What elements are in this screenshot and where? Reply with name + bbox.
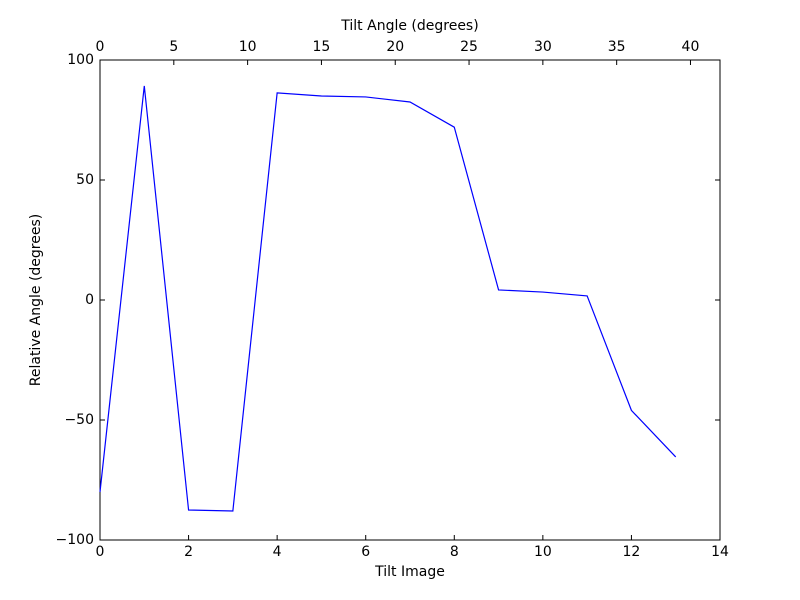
top-tick-label: 5 (169, 39, 178, 55)
y-tick-label: −50 (64, 412, 94, 428)
x-tick-label: 0 (96, 544, 105, 560)
y-tick-label: 0 (85, 292, 94, 308)
y-tick-label: 50 (76, 172, 94, 188)
top-tick-label: 25 (460, 39, 478, 55)
top-tick-label: 0 (96, 39, 105, 55)
top-axis-label: Tilt Angle (degrees) (340, 18, 478, 34)
top-tick-label: 20 (386, 39, 404, 55)
y-tick-label: 100 (67, 52, 94, 68)
x-tick-label: 12 (623, 544, 641, 560)
plot-frame (99, 59, 721, 541)
x-tick-label: 14 (711, 544, 729, 560)
x-tick-label: 8 (450, 544, 459, 560)
top-tick-label: 35 (608, 39, 626, 55)
top-tick-label: 40 (682, 39, 700, 55)
top-tick-label: 15 (313, 39, 331, 55)
data-line (99, 85, 677, 512)
y-axis-label: Relative Angle (degrees) (28, 214, 44, 386)
x-tick-label: 2 (184, 544, 193, 560)
top-tick-label: 10 (239, 39, 257, 55)
top-tick-label: 30 (534, 39, 552, 55)
x-axis-label: Tilt Image (374, 564, 445, 580)
x-tick-label: 10 (534, 544, 552, 560)
x-tick-label: 4 (273, 544, 282, 560)
x-tick-label: 6 (361, 544, 370, 560)
y-tick-label: −100 (56, 532, 94, 548)
